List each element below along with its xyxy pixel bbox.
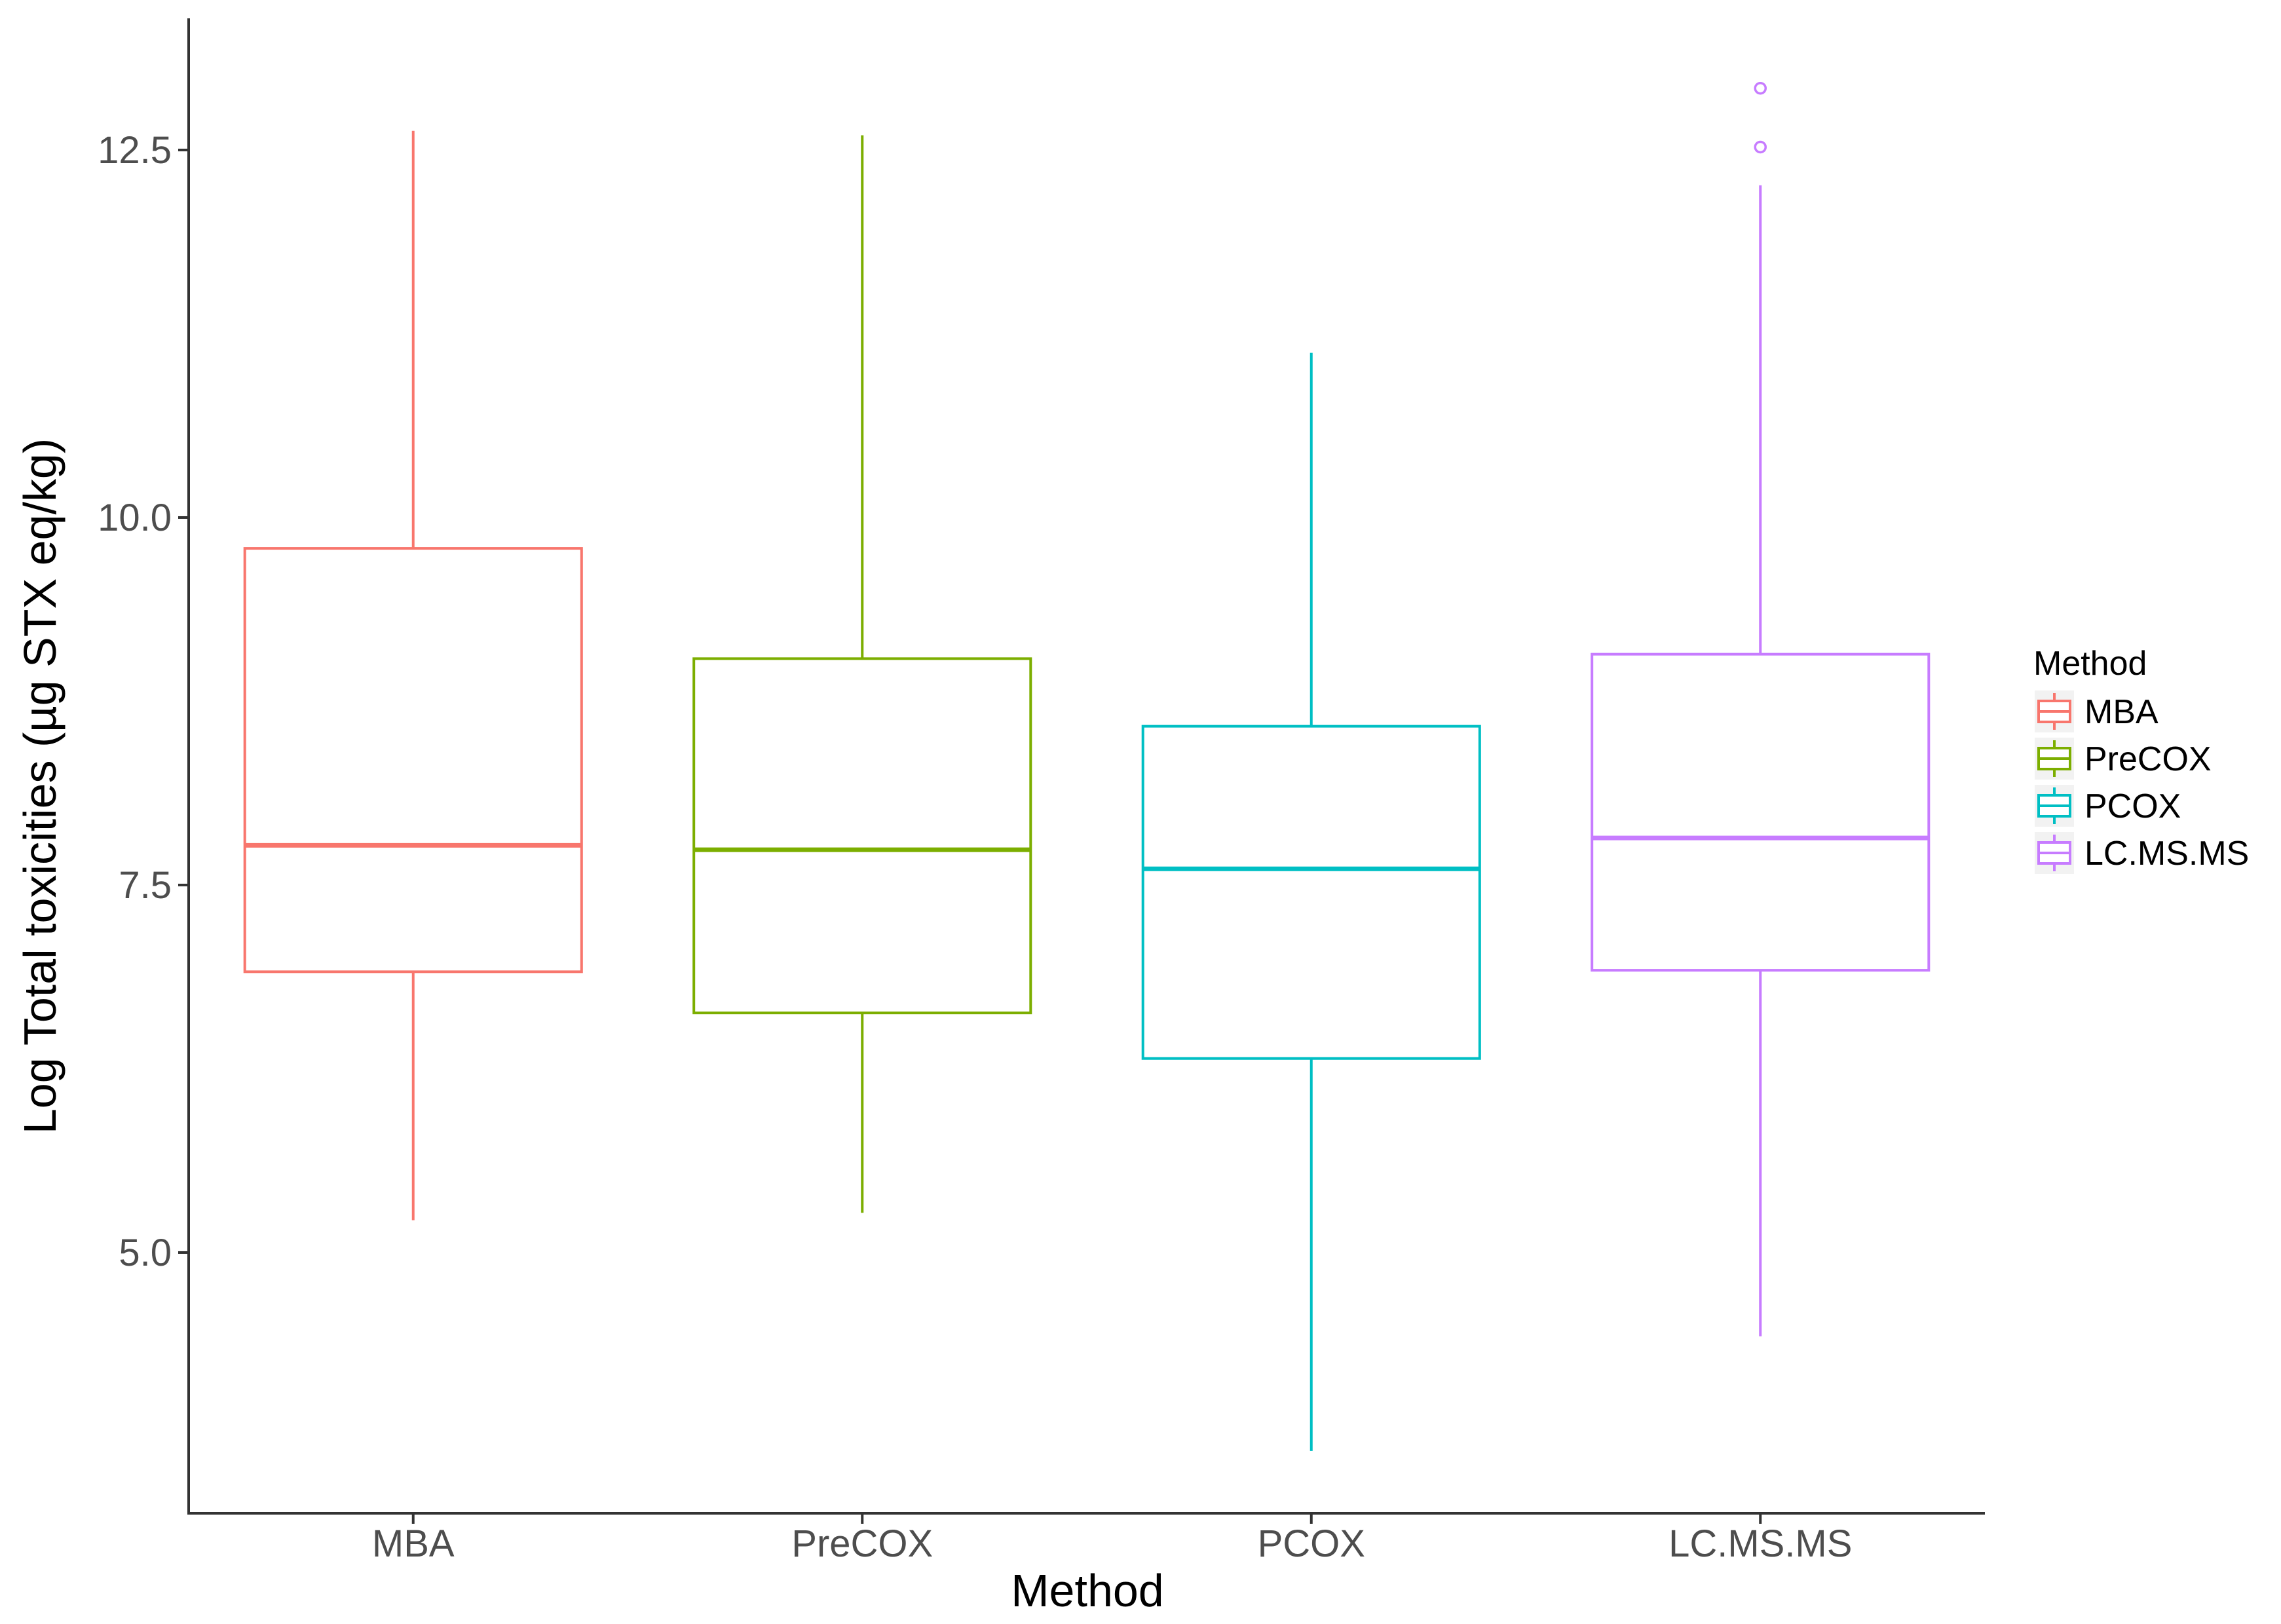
y-axis-ticks: 5.0 7.5 10.0 12.5 <box>98 129 189 1274</box>
legend-label: LC.MS.MS <box>2084 835 2249 873</box>
legend-item-precox: PreCOX <box>2035 738 2212 780</box>
box-body <box>692 657 1032 1015</box>
outlier-point <box>1754 140 1767 154</box>
box-body <box>1591 652 1931 972</box>
x-axis-ticks: MBA PreCOX PCOX LC.MS.MS <box>372 1513 1852 1565</box>
x-tick-label: MBA <box>372 1522 455 1565</box>
y-axis-title: Log Total toxicities (µg STX eq/kg) <box>14 438 66 1134</box>
box-group-mba <box>243 130 583 1220</box>
box-group-pcox <box>1141 352 1481 1451</box>
y-tick-label: 10.0 <box>98 497 172 539</box>
legend-item-mba: MBA <box>2035 690 2158 732</box>
legend-label: PCOX <box>2084 787 2181 825</box>
box-body <box>1141 725 1481 1060</box>
outlier-point <box>1754 81 1767 95</box>
y-tick-label: 7.5 <box>119 864 172 907</box>
legend: Method MBA PreCOX PCOX LC.MS.MS <box>2033 645 2249 874</box>
plot-area <box>243 81 1931 1451</box>
box-group-lc-ms-ms <box>1591 81 1931 1336</box>
y-tick-label: 5.0 <box>119 1232 172 1274</box>
legend-label: MBA <box>2084 693 2158 731</box>
box-body <box>243 547 583 973</box>
legend-title: Method <box>2033 645 2147 683</box>
box-group-precox <box>692 135 1032 1213</box>
x-axis-title: Method <box>1011 1565 1163 1616</box>
x-tick-label: PCOX <box>1258 1522 1365 1565</box>
x-tick-label: PreCOX <box>791 1522 933 1565</box>
y-tick-label: 12.5 <box>98 129 172 172</box>
x-tick-label: LC.MS.MS <box>1668 1522 1852 1565</box>
legend-label: PreCOX <box>2084 740 2212 778</box>
legend-item-lc-ms-ms: LC.MS.MS <box>2035 832 2249 874</box>
legend-item-pcox: PCOX <box>2035 785 2181 827</box>
